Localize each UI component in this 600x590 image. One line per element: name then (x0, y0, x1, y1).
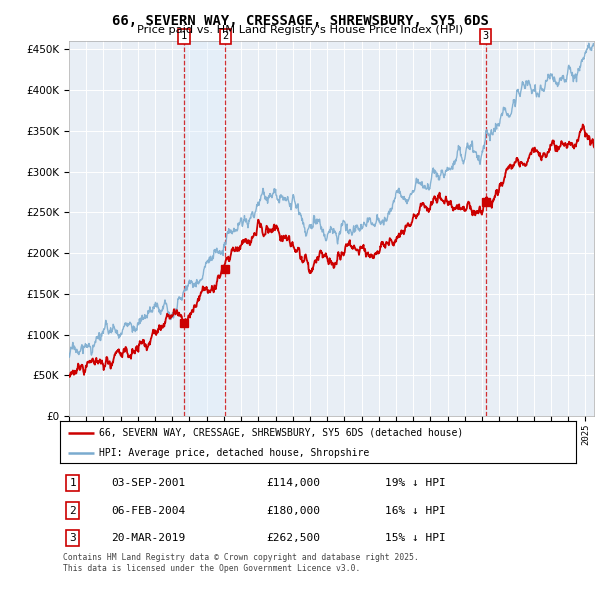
Text: Contains HM Land Registry data © Crown copyright and database right 2025.
This d: Contains HM Land Registry data © Crown c… (63, 553, 419, 573)
Text: £262,500: £262,500 (266, 533, 320, 543)
Text: 03-SEP-2001: 03-SEP-2001 (112, 478, 186, 488)
Text: 1: 1 (181, 31, 187, 41)
Text: £114,000: £114,000 (266, 478, 320, 488)
Text: HPI: Average price, detached house, Shropshire: HPI: Average price, detached house, Shro… (98, 448, 369, 457)
Text: 1: 1 (70, 478, 76, 488)
Text: 2: 2 (223, 31, 229, 41)
Text: 66, SEVERN WAY, CRESSAGE, SHREWSBURY, SY5 6DS (detached house): 66, SEVERN WAY, CRESSAGE, SHREWSBURY, SY… (98, 428, 463, 438)
Text: 20-MAR-2019: 20-MAR-2019 (112, 533, 186, 543)
Text: 06-FEB-2004: 06-FEB-2004 (112, 506, 186, 516)
Text: 15% ↓ HPI: 15% ↓ HPI (385, 533, 446, 543)
Text: 3: 3 (482, 31, 489, 41)
Text: £180,000: £180,000 (266, 506, 320, 516)
Text: Price paid vs. HM Land Registry's House Price Index (HPI): Price paid vs. HM Land Registry's House … (137, 25, 463, 35)
Text: 19% ↓ HPI: 19% ↓ HPI (385, 478, 446, 488)
Text: 3: 3 (70, 533, 76, 543)
Text: 66, SEVERN WAY, CRESSAGE, SHREWSBURY, SY5 6DS: 66, SEVERN WAY, CRESSAGE, SHREWSBURY, SY… (112, 14, 488, 28)
Text: 2: 2 (70, 506, 76, 516)
Bar (184, 41, 226, 416)
Text: 16% ↓ HPI: 16% ↓ HPI (385, 506, 446, 516)
